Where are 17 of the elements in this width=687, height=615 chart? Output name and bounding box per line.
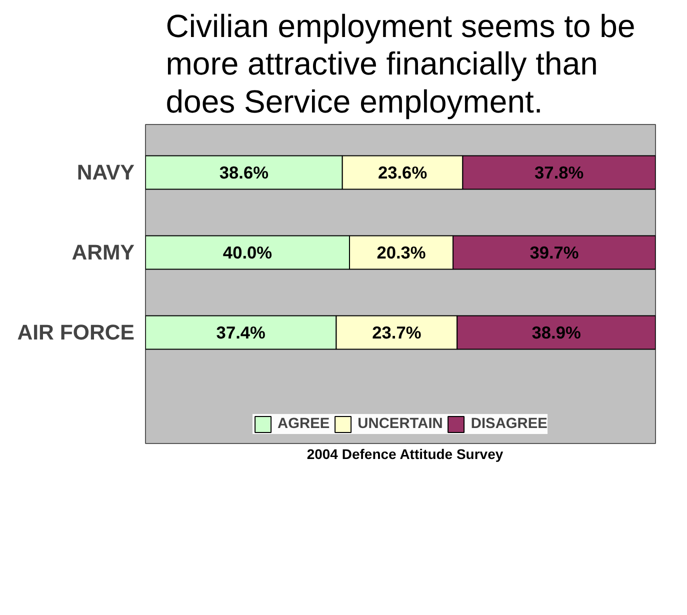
text: 2004 Defence Attitude Survey bbox=[306, 445, 504, 464]
y-tick-label: ARMY bbox=[72, 240, 135, 264]
data-label: 23.7% bbox=[372, 322, 422, 342]
data-label: 38.9% bbox=[532, 322, 581, 342]
data-label: 20.3% bbox=[376, 242, 426, 262]
data-label: 37.4% bbox=[216, 322, 266, 342]
data-label: 40.0% bbox=[222, 242, 272, 262]
y-tick-label: NAVY bbox=[76, 160, 135, 184]
legend-label: DISAGREE bbox=[470, 416, 548, 432]
y-tick-label: AIR FORCE bbox=[17, 320, 135, 344]
chart-title: Civilian employment seems to be more attractive financially than does Service employment. bbox=[166, 8, 636, 120]
legend-label: AGREE bbox=[278, 416, 330, 432]
data-label: 23.6% bbox=[378, 162, 428, 182]
legend-label: UNCERTAIN bbox=[358, 416, 443, 432]
data-label: 39.7% bbox=[530, 242, 579, 262]
data-label: 37.8% bbox=[534, 162, 584, 182]
data-label: 38.6% bbox=[219, 162, 269, 182]
